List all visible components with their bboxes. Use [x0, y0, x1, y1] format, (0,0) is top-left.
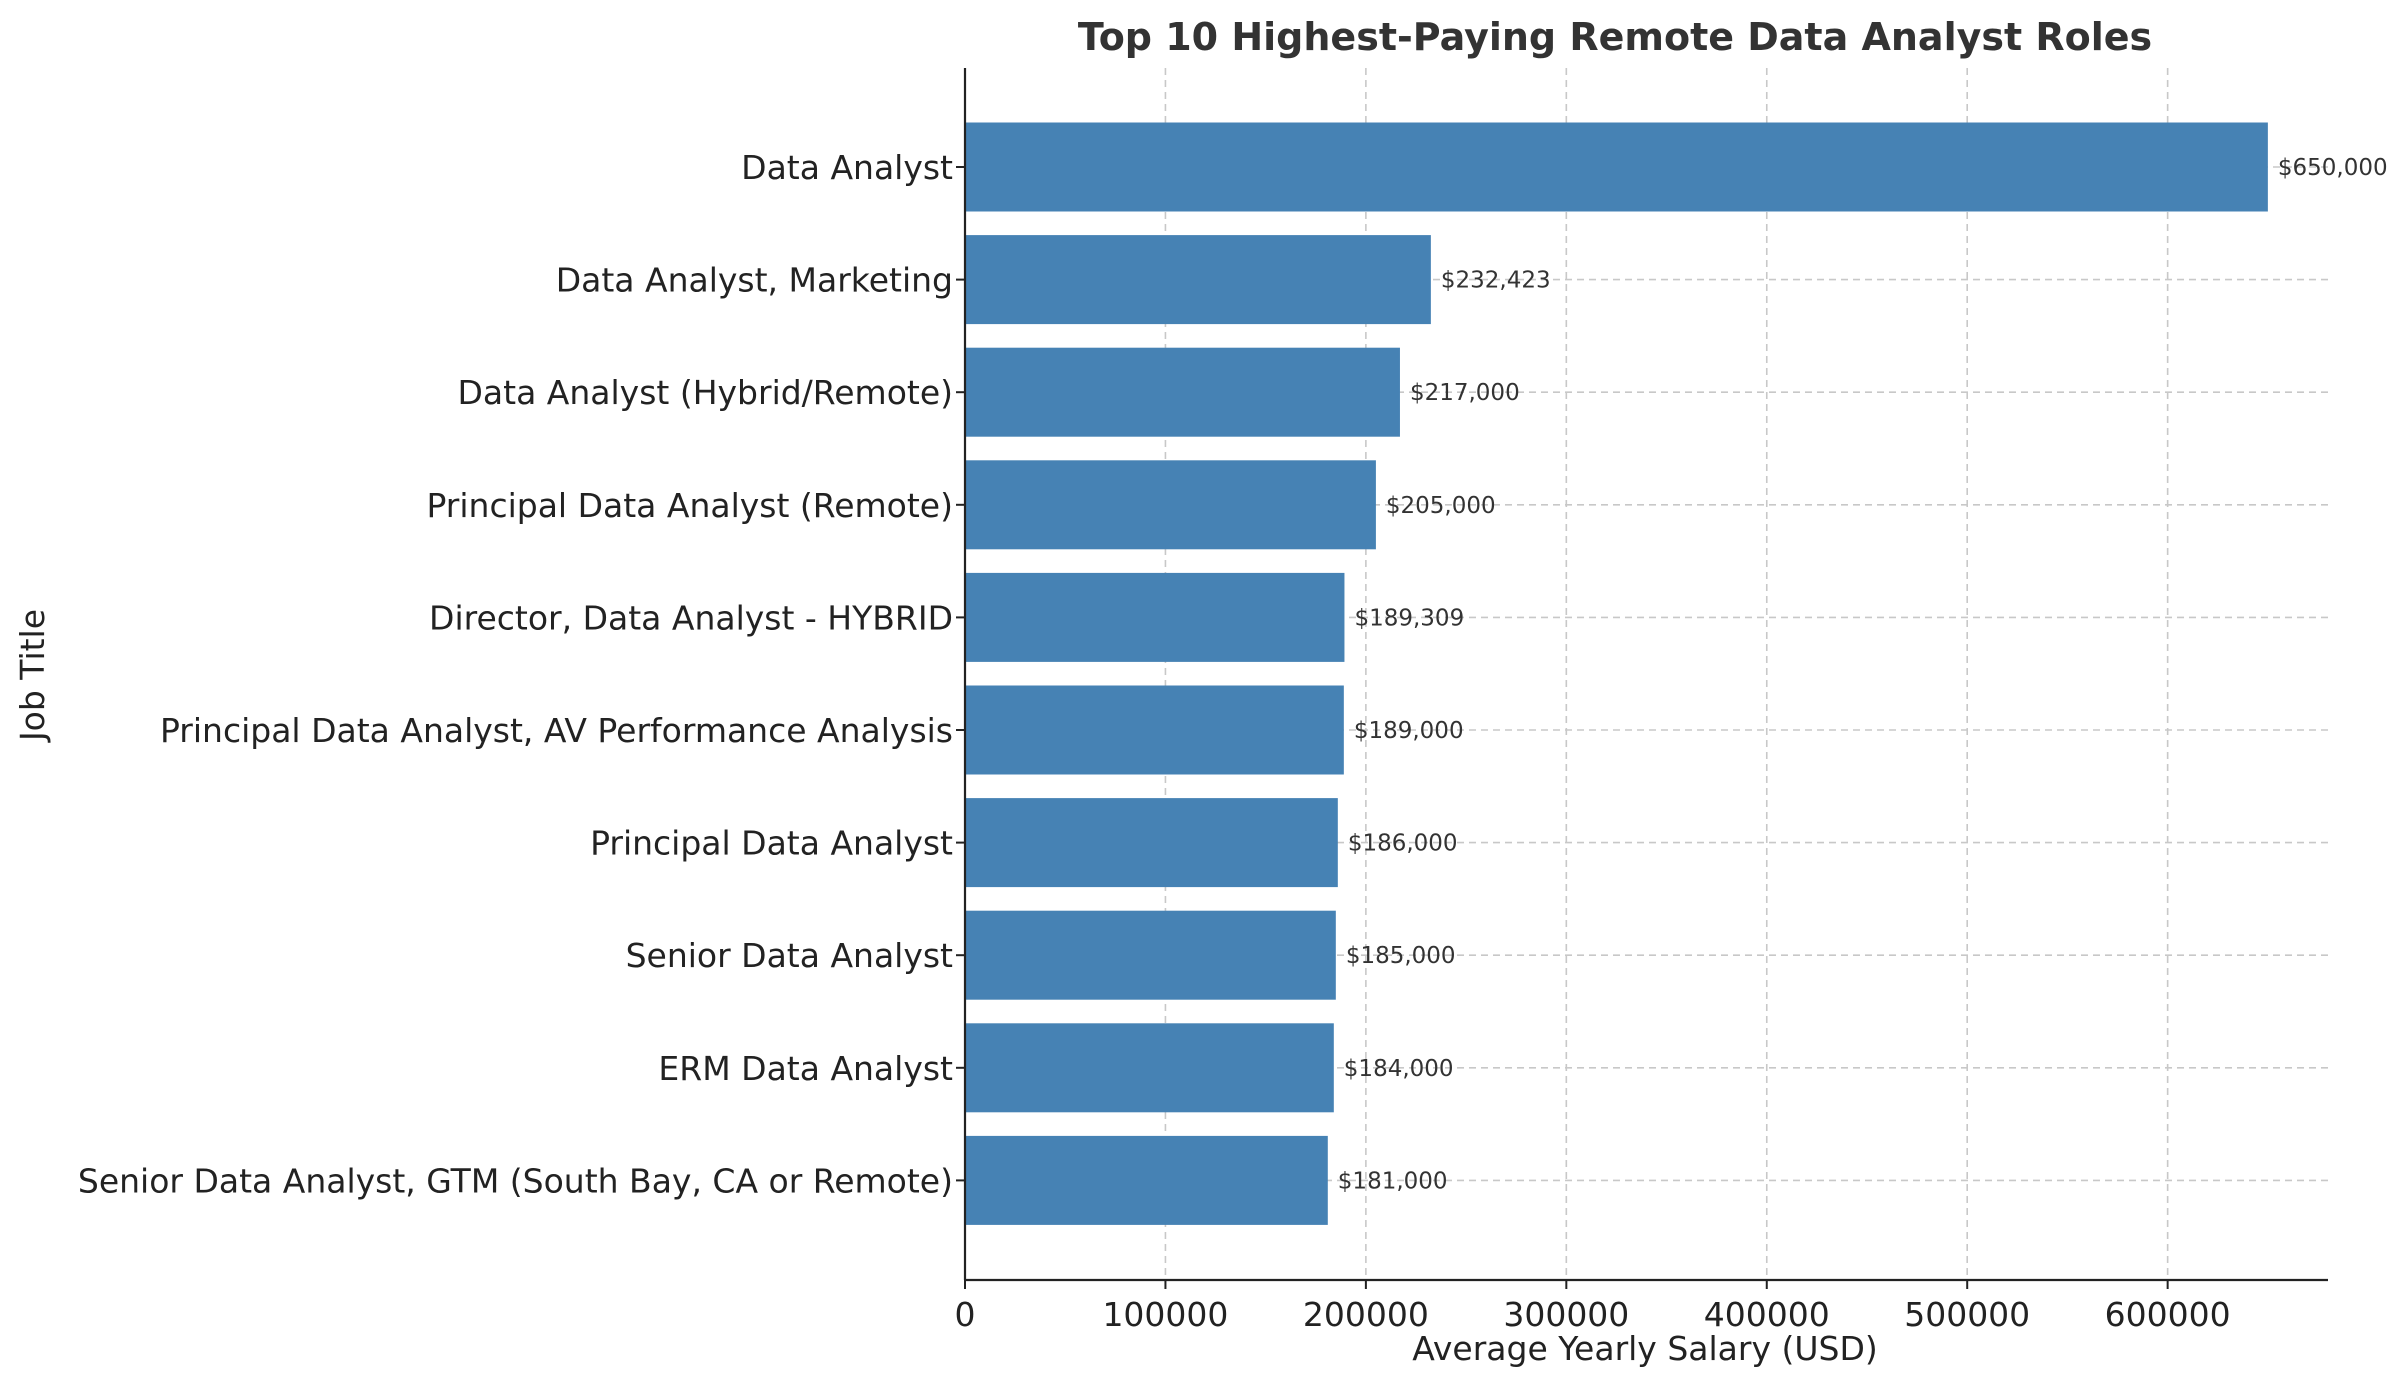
y-axis-label: Job Title: [13, 609, 52, 743]
x-axis-label: Average Yearly Salary (USD): [1412, 1329, 1877, 1368]
tick-layer: 0 100000 200000 300000 400000 500000 600000: [955, 166, 2231, 1334]
x-tick-label: 600000: [2105, 1295, 2231, 1334]
category-label: Senior Data Analyst, GTM (South Bay, CA …: [78, 1161, 953, 1200]
x-tick-label: 200000: [1303, 1295, 1429, 1334]
category-label: Data Analyst, Marketing: [556, 261, 953, 300]
bar: [965, 798, 1338, 888]
category-label: Data Analyst (Hybrid/Remote): [458, 373, 953, 412]
x-tick-label: 0: [955, 1295, 976, 1334]
bar-value-label: $185,000: [1346, 943, 1456, 969]
bar: [965, 685, 1344, 775]
bar: [965, 122, 2268, 212]
bar-value-label: $217,000: [1410, 380, 1520, 406]
category-label: Principal Data Analyst: [590, 824, 953, 863]
bar: [965, 347, 1400, 437]
bar-value-label: $232,423: [1441, 268, 1551, 294]
bar: [965, 235, 1431, 325]
bar-value-label: $650,000: [2278, 155, 2388, 181]
bar-value-label: $181,000: [1338, 1168, 1448, 1194]
category-label: Data Analyst: [741, 148, 953, 187]
bar: [965, 572, 1345, 662]
bar-value-label: $186,000: [1348, 831, 1458, 857]
category-label: Principal Data Analyst, AV Performance A…: [160, 711, 953, 750]
label-layer: Data Analyst $650,000 Data Analyst, Market…: [78, 148, 2388, 1200]
bar-layer: [965, 122, 2268, 1225]
chart-title: Top 10 Highest-Paying Remote Data Analys…: [1078, 15, 2152, 59]
bar-value-label: $205,000: [1386, 493, 1496, 519]
x-tick-label: 500000: [1904, 1295, 2030, 1334]
x-tick-label: 100000: [1102, 1295, 1228, 1334]
bar: [965, 1135, 1328, 1225]
bar: [965, 910, 1336, 1000]
bar: [965, 460, 1376, 550]
x-tick-label: 400000: [1704, 1295, 1830, 1334]
category-label: ERM Data Analyst: [658, 1049, 953, 1088]
bar: [965, 1023, 1334, 1113]
category-label: Senior Data Analyst: [626, 936, 953, 975]
category-label: Director, Data Analyst - HYBRID: [429, 598, 953, 637]
x-tick-label: 300000: [1503, 1295, 1629, 1334]
bar-value-label: $189,000: [1354, 718, 1464, 744]
axis-layer: [963, 68, 2328, 1282]
bar-value-label: $184,000: [1344, 1056, 1454, 1082]
bar-value-label: $189,309: [1354, 605, 1464, 631]
category-label: Principal Data Analyst (Remote): [426, 486, 953, 525]
